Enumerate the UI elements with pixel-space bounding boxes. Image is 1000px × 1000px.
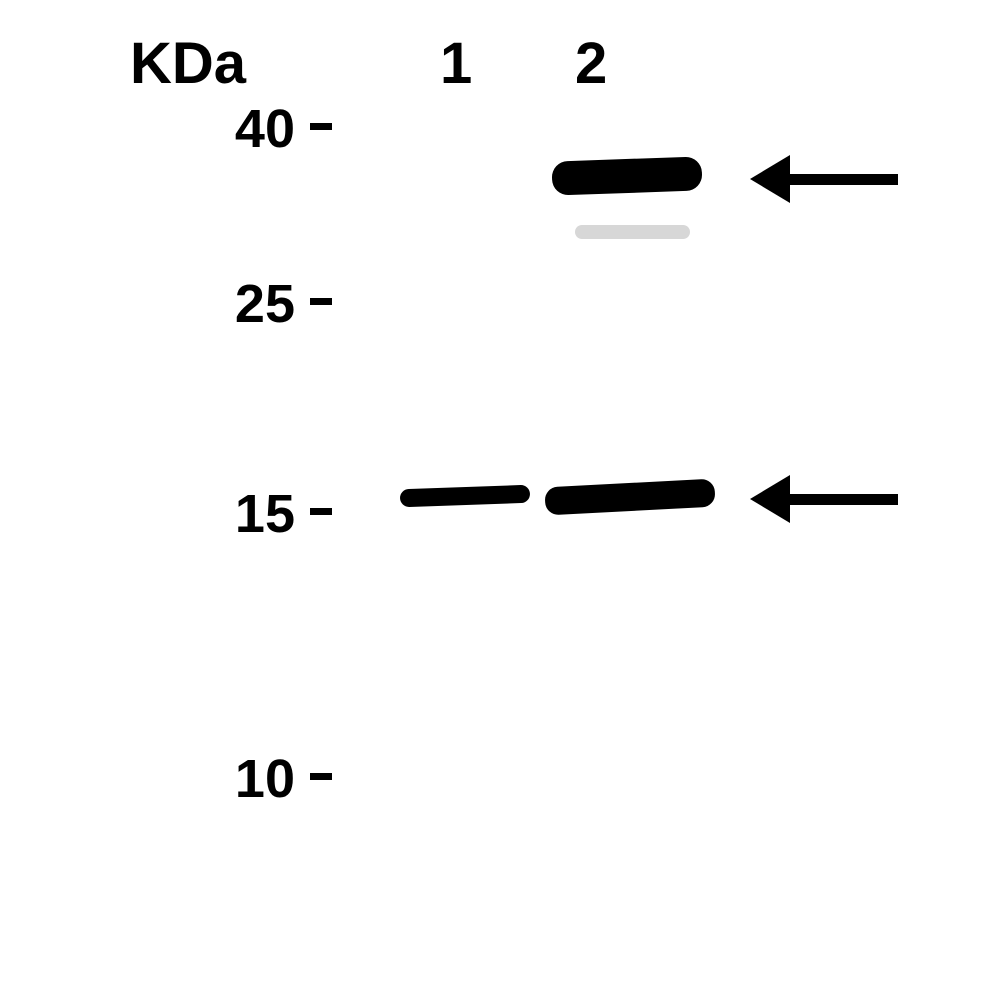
lane-2-header: 2 — [575, 30, 607, 97]
units-label: KDa — [130, 30, 246, 97]
lane-1-header: 1 — [440, 30, 472, 97]
band-lane2-35kda — [551, 156, 702, 195]
marker-10: 10 — [235, 748, 295, 810]
marker-10-tick — [310, 773, 332, 780]
arrow-upper-icon — [750, 151, 910, 207]
marker-40: 40 — [235, 98, 295, 160]
band-lane2-30kda-faint — [575, 225, 690, 239]
marker-15-tick — [310, 508, 332, 515]
marker-25-tick — [310, 298, 332, 305]
marker-40-tick — [310, 123, 332, 130]
arrow-lower-icon — [750, 471, 910, 527]
marker-25: 25 — [235, 273, 295, 335]
marker-15: 15 — [235, 483, 295, 545]
blot-canvas: KDa 1 2 40 25 15 10 — [0, 0, 1000, 1000]
